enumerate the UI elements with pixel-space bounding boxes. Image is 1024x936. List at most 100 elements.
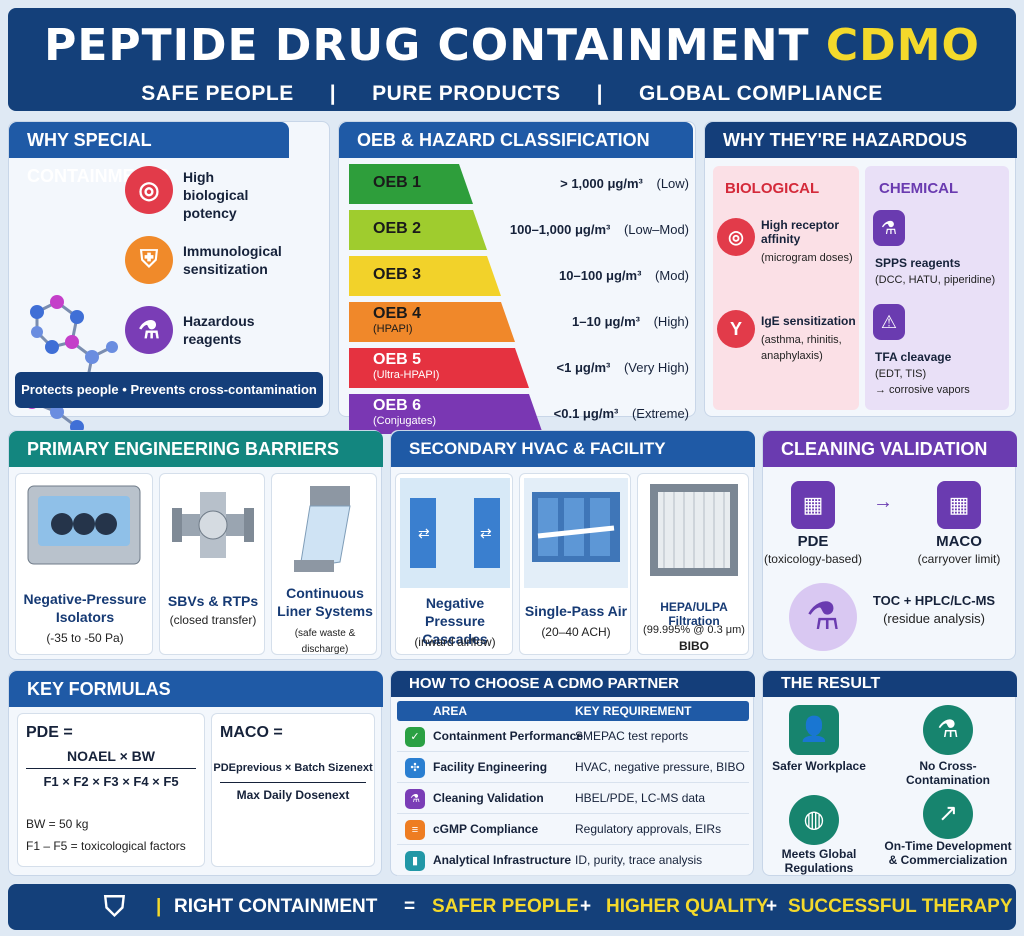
- svg-text:⇄: ⇄: [418, 525, 430, 541]
- calculator-icon: ▦: [937, 481, 981, 529]
- flask-icon: ⚗: [923, 705, 973, 755]
- oeb-level-bar: [349, 302, 515, 342]
- tagline: SAFE PEOPLE | PURE PRODUCTS | GLOBAL COMPLIA…: [8, 82, 1016, 106]
- table-row: ⚗ Cleaning Validation HBEL/PDE, LC-MS data: [397, 783, 749, 814]
- oeb-risk: (Mod): [651, 268, 689, 283]
- formulas-title: KEY FORMULAS: [9, 671, 383, 707]
- single-pass-sub: (20–40 ACH): [541, 625, 611, 639]
- footer-protects: Protects people: [21, 382, 119, 397]
- bar-chart-icon: ▮: [405, 851, 425, 871]
- oeb-level-value: > 1,000 μg/m³ (Low): [499, 176, 689, 191]
- cdmo-title: HOW TO CHOOSE A CDMO PARTNER: [391, 671, 755, 697]
- why-item-reagents: Hazardous reagents: [183, 313, 255, 347]
- separator: |: [329, 82, 337, 105]
- flask-icon: ⚗: [873, 210, 905, 246]
- oeb-level-value: 1–10 μg/m³ (High): [499, 314, 689, 329]
- table-header: AREA KEY REQUIREMENT: [397, 701, 749, 721]
- why-item-sensitization: Immunological sensitization: [183, 243, 282, 277]
- footer-plus: +: [766, 896, 778, 917]
- result-no-cross: No Cross-Contamination: [906, 759, 990, 787]
- oeb-risk: (Extreme): [628, 406, 689, 421]
- oeb-level-name: OEB 6 (Conjugates): [373, 397, 436, 427]
- globe-icon: ◍: [789, 795, 839, 845]
- oeb-level-bar: [349, 164, 473, 204]
- factors-note: F1 – F5 = toxicological factors: [26, 839, 186, 853]
- isolator-sub: (-35 to -50 Pa): [46, 631, 124, 645]
- hepa-card: HEPA/ULPA Filtration (99.995% @ 0.3 μm) …: [637, 473, 749, 655]
- cdmo-table-body: ✓ Containment Performance SMEPAC test repo…: [397, 721, 749, 876]
- cleaning-panel: CLEANING VALIDATION ▦ PDE (toxicology-ba…: [762, 430, 1017, 660]
- result-title: THE RESULT: [763, 671, 1017, 697]
- isolator-illustration: [27, 485, 141, 565]
- cdmo-panel: HOW TO CHOOSE A CDMO PARTNER AREA KEY RE…: [390, 670, 755, 876]
- table-row: ✣ Facility Engineering HVAC, negative pres…: [397, 752, 749, 783]
- oeb-risk: (High): [649, 314, 689, 329]
- single-pass-label: Single-Pass Air: [524, 603, 628, 619]
- hazard-panel: WHY THEY'RE HAZARDOUS BIOLOGICAL ◎ High …: [704, 121, 1017, 417]
- row-area: Containment Performance: [433, 729, 584, 743]
- footer-quality: HIGHER QUALITY: [606, 896, 769, 917]
- filter-illustration: [650, 484, 738, 576]
- pressure-card: ⇄ ⇄ Negative Pressure Cascades (inward ai…: [395, 473, 513, 655]
- maco-formula-card: MACO = PDEprevious × Batch Sizenext Max …: [211, 713, 375, 867]
- maco-denominator: Max Daily Dosenext: [236, 788, 350, 802]
- sbv-card: SBVs & RTPs (closed transfer): [159, 473, 265, 655]
- tfa-sub: (EDT, TIS): [875, 368, 927, 380]
- sbv-label: SBVs & RTPs: [167, 593, 259, 609]
- row-area: Facility Engineering: [433, 760, 548, 774]
- title-main: PEPTIDE DRUG CONTAINMENT: [44, 20, 810, 71]
- oeb-level-name: OEB 5 (Ultra-HPAPI): [373, 351, 440, 381]
- document-icon: ≡: [405, 820, 425, 840]
- hepa-label: HEPA/ULPA Filtration: [660, 600, 728, 628]
- primary-panel: PRIMARY ENGINEERING BARRIERS Negative-Pr…: [8, 430, 383, 660]
- oeb-level-bar: [349, 348, 529, 388]
- tagline-2: PURE PRODUCTS: [372, 82, 561, 105]
- col-area: AREA: [433, 704, 468, 718]
- flask-icon: ⚗: [789, 583, 857, 651]
- bullet: •: [122, 382, 127, 397]
- why-panel: WHY SPECIAL CONTAINMENT? ◎ High biologic…: [8, 121, 330, 464]
- footer-prevents: Prevents cross-contamination: [130, 382, 317, 397]
- pde-numerator: NOAEL × BW: [66, 748, 156, 764]
- footer-therapy: SUCCESSFUL THERAPY: [788, 896, 1013, 917]
- fan-icon: ✣: [405, 758, 425, 778]
- oeb-risk: (Low–Mod): [620, 222, 689, 237]
- oeb-level-name: OEB 1: [373, 174, 422, 191]
- liner-sub: (safe waste & discharge): [294, 628, 356, 655]
- formulas-panel: KEY FORMULAS PDE = NOAEL × BW F1 × F2 × …: [8, 670, 383, 876]
- why-item-potency: High biological potency: [183, 169, 249, 221]
- ige-sub: (asthma, rhinitis, anaphylaxis): [761, 334, 842, 362]
- biological-card: BIOLOGICAL ◎ High receptor affinity (mic…: [713, 166, 859, 410]
- receptor-affinity-sub: (microgram doses): [761, 252, 853, 264]
- air-handler-illustration: [524, 478, 628, 588]
- oeb-level-value: <1 μg/m³ (Very High): [499, 360, 689, 375]
- oeb-limit: <0.1 μg/m³: [553, 406, 619, 421]
- row-requirement: SMEPAC test reports: [575, 729, 689, 743]
- corridor-illustration: ⇄ ⇄: [400, 478, 510, 588]
- row-requirement: HBEL/PDE, LC-MS data: [575, 791, 706, 805]
- calculator-icon: ▦: [791, 481, 835, 529]
- oeb-panel: OEB & HAZARD CLASSIFICATION OEB 1 > 1,000…: [338, 121, 696, 434]
- biological-title: BIOLOGICAL: [725, 180, 820, 197]
- sbv-sub: (closed transfer): [169, 613, 257, 627]
- hepa-sub: (99.995% @ 0.3 μm): [643, 624, 745, 636]
- row-requirement: HVAC, negative pressure, BIBO: [575, 760, 745, 774]
- arrow-icon: →: [873, 491, 893, 513]
- oeb-level-value: <0.1 μg/m³ (Extreme): [499, 406, 689, 421]
- oeb-level-bar: [349, 210, 487, 250]
- pde-title: PDE: [797, 533, 829, 550]
- bw-note: BW = 50 kg: [26, 817, 89, 831]
- antibody-icon: Y: [717, 310, 755, 348]
- tagline-3: GLOBAL COMPLIANCE: [639, 82, 883, 105]
- result-safer-workplace: Safer Workplace: [772, 759, 866, 773]
- ige-label: IgE sensitization: [761, 314, 856, 328]
- result-global: Meets Global Regulations: [781, 847, 857, 875]
- liner-illustration: [294, 486, 351, 572]
- toc-sub: (residue analysis): [883, 611, 985, 626]
- divider: |: [156, 896, 162, 917]
- table-row: ✓ Containment Performance SMEPAC test repo…: [397, 721, 749, 752]
- oeb-limit: <1 μg/m³: [556, 360, 611, 375]
- maco-title: MACO: [936, 533, 982, 550]
- fraction-line: [26, 768, 196, 769]
- pde-sub: (toxicology-based): [763, 552, 863, 566]
